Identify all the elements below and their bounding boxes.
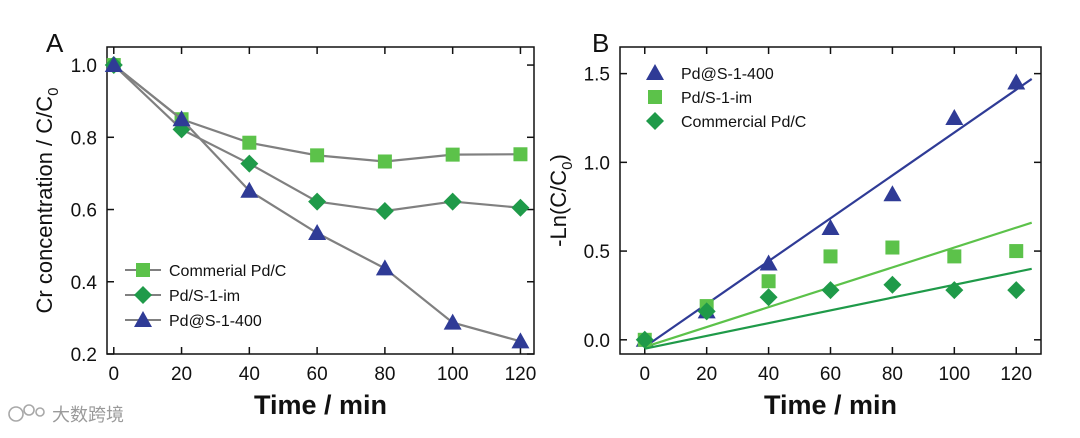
panel-a-legend-label-1: Pd/S-1-im — [169, 288, 240, 305]
panel-a-series-1-point-2 — [240, 154, 259, 173]
panel-a-series-1-point-3 — [308, 192, 327, 211]
panel-b-x-tick-label-100: 100 — [938, 364, 970, 385]
panel-a-legend: Commerial Pd/C Pd/S-1-im Pd@S-1-400 — [125, 263, 286, 330]
panel-b-series-2-point-5 — [945, 281, 964, 300]
panel-a-x-axis-label: Time / min — [254, 390, 387, 420]
panel-b-y-tick-label-0: 0.0 — [584, 331, 610, 352]
panel-a-y-tick-label-1: 0.4 — [71, 273, 98, 294]
panel-b-x-tick-label-120: 120 — [1000, 364, 1032, 385]
panel-b-x-tick-label-20: 20 — [696, 364, 717, 385]
panel-b-series-1-point-5 — [947, 249, 962, 264]
panel-a-series-2-point-0 — [104, 56, 123, 73]
panel-b-y-tick-label-1: 0.5 — [584, 242, 610, 263]
panel-b-y-axis-label-sub: 0 — [559, 161, 576, 169]
panel-b-legend-label-0: Pd@S-1-400 — [681, 66, 774, 83]
panel-b-x-tick-label-60: 60 — [820, 364, 841, 385]
panel-b-series-2-point-0 — [635, 330, 654, 349]
panel-a-y-axis-label-main: Cr concentration / C/C — [32, 96, 57, 314]
panel-b-series-2-fit-line — [644, 267, 1032, 350]
panel-a-y-tick-label-4: 1.0 — [71, 56, 97, 77]
panel-a-series-2-point-2 — [240, 181, 259, 198]
panel-a-legend-marker-2 — [134, 311, 152, 327]
panel-a-series-1-point-4 — [375, 201, 394, 220]
panel-a-plot-frame — [106, 46, 535, 355]
panel-b-series-1 — [637, 221, 1033, 348]
panel-a-legend-marker-0 — [136, 263, 150, 277]
panel-a-series-1-point-5 — [443, 192, 462, 211]
chart-panel-b: 0 20 40 60 80 100 120 0.0 0.5 1.0 1.5 Time / min -Ln… — [546, 28, 1042, 420]
panel-b-x-tick-label-40: 40 — [758, 364, 779, 385]
panel-a-series-2-point-5 — [443, 313, 462, 330]
panel-b-series-2 — [635, 267, 1032, 350]
panel-a-x-tick-label-80: 80 — [374, 364, 395, 385]
panel-b-legend-label-2: Commercial Pd/C — [681, 114, 806, 131]
panel-b-letter: B — [592, 28, 609, 58]
panel-a-x-tick-label-20: 20 — [171, 364, 192, 385]
panel-b-legend-marker-0 — [646, 64, 664, 80]
panel-a-series-1-point-6 — [511, 198, 530, 217]
panel-a-x-tick-label-100: 100 — [437, 364, 469, 385]
panel-a-legend-label-2: Pd@S-1-400 — [169, 313, 262, 330]
panel-b-series-2-point-4 — [883, 275, 902, 294]
watermark: 大数跨境 — [8, 404, 124, 426]
panel-a-y-tick-label-2: 0.6 — [71, 201, 97, 222]
chart-panel-a: 0 20 40 60 80 100 120 0.2 0.4 0.6 0.8 1.0 Time / min… — [32, 28, 536, 420]
panel-b-series-1-point-2 — [761, 274, 776, 289]
panel-b-x-axis-label: Time / min — [764, 390, 897, 420]
panel-a-x-tick-label-60: 60 — [307, 364, 328, 385]
panel-a-series-0-point-5 — [445, 147, 460, 162]
panel-a-series-1-line — [113, 64, 521, 213]
panel-b-series-2-point-2 — [759, 288, 778, 307]
panel-a-letter: A — [46, 28, 64, 58]
panel-a-series-2-point-4 — [375, 259, 394, 276]
panel-b-x-tick-label-0: 0 — [639, 364, 650, 385]
panel-b-series-2-point-3 — [821, 281, 840, 300]
panel-b-x-tick-label-80: 80 — [882, 364, 903, 385]
panel-b-series-1-point-6 — [1009, 244, 1024, 259]
panel-a-y-tick-label-3: 0.8 — [71, 128, 97, 149]
panel-b-series-0-point-4 — [883, 185, 902, 202]
panel-b-series-1-point-4 — [885, 240, 900, 255]
panel-a-x-tick-label-120: 120 — [505, 364, 537, 385]
panel-b-legend: Pd@S-1-400 Pd/S-1-im Commercial Pd/C — [646, 64, 806, 131]
panel-a-series-2-point-6 — [511, 332, 530, 349]
panel-b-legend-marker-1 — [648, 90, 662, 104]
panel-b-y-tick-label-2: 1.0 — [584, 153, 610, 174]
panel-a-y-tick-label-0: 0.2 — [71, 345, 97, 366]
panel-b-series-0-point-3 — [821, 219, 840, 236]
panel-a-series-1 — [104, 56, 530, 220]
panel-a-series-0-point-3 — [310, 148, 325, 163]
panel-b-y-tick-label-3: 1.5 — [584, 65, 610, 86]
panel-b-y-axis-label-end: ) — [546, 154, 571, 161]
watermark-text: 大数跨境 — [52, 405, 124, 426]
panel-b-series-1-point-3 — [823, 249, 838, 264]
panel-a-series-2-point-1 — [172, 110, 191, 127]
panel-a-x-tick-label-0: 0 — [108, 364, 119, 385]
panel-a-series-2-point-3 — [308, 224, 327, 241]
panel-a-series-0 — [106, 58, 528, 169]
panel-b-legend-marker-2 — [646, 112, 664, 130]
panel-b-y-axis-label: -Ln(C/C0) — [546, 154, 576, 247]
panel-b-series-1-fit-line — [644, 221, 1033, 348]
panel-b-series-2-point-1 — [697, 302, 716, 321]
panel-a-series-2 — [104, 56, 530, 349]
panel-a-x-tick-label-40: 40 — [239, 364, 260, 385]
panel-a-legend-marker-1 — [134, 286, 152, 304]
panel-b-series-0-point-6 — [1007, 73, 1026, 90]
panel-a-y-axis-label-sub: 0 — [45, 88, 62, 96]
panel-a-legend-label-0: Commerial Pd/C — [169, 263, 286, 280]
panel-a-series-0-point-4 — [377, 154, 392, 169]
panel-b-series-0-point-2 — [759, 254, 778, 271]
watermark-logo-icon — [8, 404, 45, 422]
panel-a-y-axis-label: Cr concentration / C/C0 — [32, 88, 62, 314]
panel-a-series-0-point-2 — [242, 135, 257, 150]
panel-b-series-2-point-6 — [1007, 281, 1026, 300]
panel-a-series-0-point-6 — [513, 147, 528, 162]
panel-b-legend-label-1: Pd/S-1-im — [681, 90, 752, 107]
panel-b-series-0-point-5 — [945, 108, 964, 125]
panel-b-y-axis-label-main: -Ln(C/C — [546, 170, 571, 247]
